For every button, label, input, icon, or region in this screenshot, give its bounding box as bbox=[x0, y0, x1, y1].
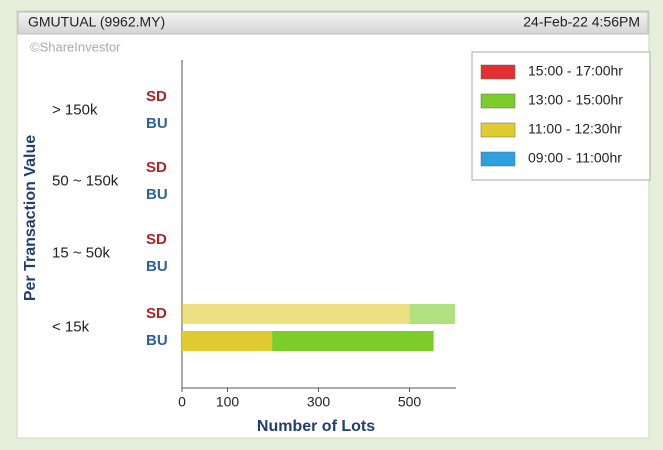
subcategory-label: SD bbox=[146, 88, 167, 105]
subcategory-label: SD bbox=[146, 231, 167, 248]
watermark: ©ShareInvestor bbox=[30, 39, 121, 54]
subcategory-label: BU bbox=[146, 186, 168, 203]
subcategory-label: SD bbox=[146, 305, 167, 322]
subcategory-label: BU bbox=[146, 258, 168, 275]
legend-swatch bbox=[480, 93, 516, 109]
header-bar bbox=[17, 11, 649, 35]
category-label: 15 ~ 50k bbox=[52, 244, 110, 261]
category-label: > 150k bbox=[52, 101, 98, 118]
legend-label: 09:00 - 11:00hr bbox=[528, 150, 622, 166]
subcategory-label: BU bbox=[146, 332, 168, 349]
legend-label: 11:00 - 12:30hr bbox=[528, 121, 622, 137]
x-tick-label: 100 bbox=[216, 394, 240, 410]
subcategory-label: SD bbox=[146, 159, 167, 176]
legend-swatch bbox=[480, 122, 516, 138]
category-label: 50 ~ 150k bbox=[52, 172, 119, 189]
x-axis-label: Number of Lots bbox=[257, 418, 375, 435]
header-timestamp: 24-Feb-22 4:56PM bbox=[523, 14, 640, 30]
legend-swatch bbox=[480, 64, 516, 80]
y-axis-label: Per Transaction Value bbox=[22, 135, 39, 301]
category-label: < 15k bbox=[52, 318, 90, 335]
header-title: GMUTUAL (9962.MY) bbox=[28, 14, 165, 30]
x-tick-label: 0 bbox=[178, 394, 186, 410]
bar-segment bbox=[182, 331, 273, 351]
bar-segment bbox=[182, 304, 410, 324]
legend-swatch bbox=[480, 151, 516, 167]
x-tick-label: 500 bbox=[398, 394, 422, 410]
legend-label: 15:00 - 17:00hr bbox=[528, 63, 623, 79]
bar-segment bbox=[409, 304, 455, 324]
legend-label: 13:00 - 15:00hr bbox=[528, 92, 623, 108]
bar-segment bbox=[272, 331, 434, 351]
subcategory-label: BU bbox=[146, 115, 168, 132]
x-tick-label: 300 bbox=[307, 394, 331, 410]
